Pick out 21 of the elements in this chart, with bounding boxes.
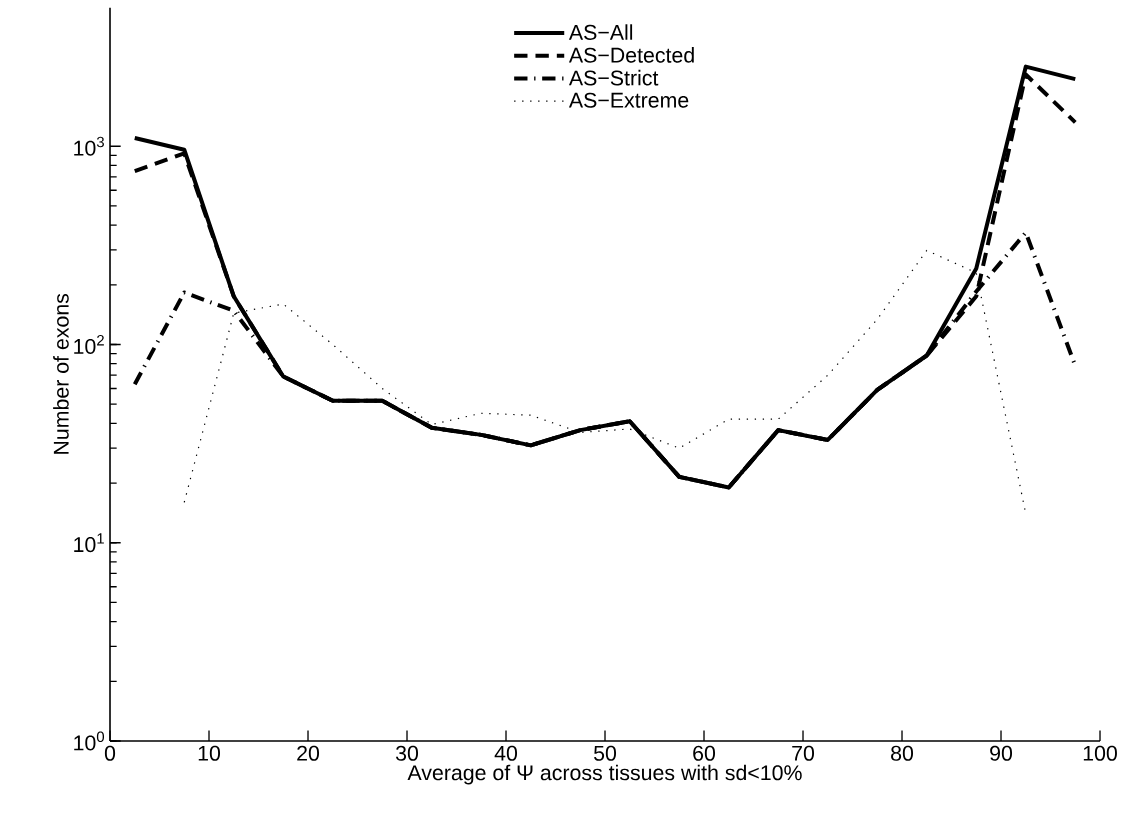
y-tick-label: 10$^{0}$ [74, 731, 105, 751]
x-axis-title: Average of Ψ across tissues with sd<10% [407, 764, 802, 785]
x-tick-label: 100 [1083, 745, 1117, 761]
x-tick-label: 10 [198, 745, 221, 761]
x-tick-label: 60 [693, 745, 716, 761]
y-tick-label: 10$^{3}$ [74, 136, 104, 156]
x-tick-label: 70 [792, 745, 815, 761]
y-tick-label: 10$^{1}$ [74, 533, 104, 553]
y-axis-title: Number of exons [53, 293, 69, 454]
legend-label: AS−All [568, 24, 633, 40]
x-tick-label: 20 [297, 745, 320, 761]
legend-label: AS−Strict [568, 69, 659, 86]
x-tick-label: 80 [891, 745, 914, 761]
x-tick-label: 50 [594, 745, 617, 761]
y-tick-label: 10$^{2}$ [74, 334, 104, 354]
x-tick-label: 30 [395, 745, 419, 761]
x-tick-label: 0 [104, 745, 116, 761]
x-tick-label: 40 [494, 745, 518, 761]
legend-label: AS−Detected [568, 47, 694, 63]
x-tick-label: 90 [990, 745, 1013, 761]
legend-label: AS−Extreme [568, 92, 689, 108]
